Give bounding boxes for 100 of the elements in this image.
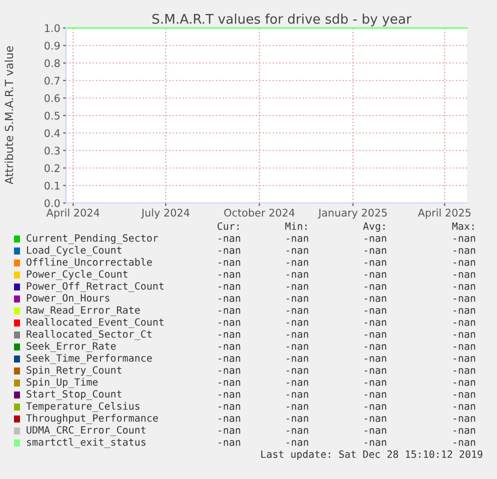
legend-label: Temperature_Celsius — [26, 402, 140, 412]
text: -nan — [364, 260, 386, 266]
text: Avg: — [363, 222, 385, 232]
text: -nan — [454, 404, 476, 410]
text: -nan — [218, 248, 240, 254]
text: -nan — [286, 260, 308, 266]
y-tick-label: 0.2 — [44, 164, 60, 172]
y-tick-label: 0.8 — [44, 59, 60, 68]
y-tick-label: 1.0 — [45, 24, 60, 32]
text: -nan — [454, 296, 476, 302]
text: -nan — [286, 404, 308, 410]
text: -nan — [218, 440, 240, 446]
legend-label: Raw_Read_Error_Rate — [26, 306, 140, 316]
text: -nan — [364, 440, 386, 446]
text: -nan — [286, 236, 308, 242]
text: -nan — [454, 284, 476, 290]
text: -nan — [286, 416, 308, 422]
text: -nan — [454, 392, 476, 398]
y-tick-label: 0.6 — [44, 94, 60, 102]
text: -nan — [454, 272, 476, 278]
text: -nan — [218, 344, 240, 350]
legend-label: Spin_Retry_Count — [26, 366, 122, 376]
text: -nan — [454, 260, 476, 266]
text: -nan — [454, 440, 476, 446]
text: -nan — [364, 272, 386, 278]
text: Min: — [285, 222, 307, 230]
text: -nan — [218, 368, 240, 374]
text: -nan — [286, 272, 308, 278]
text: -nan — [218, 308, 240, 314]
text: -nan — [286, 344, 308, 350]
legend-label: Reallocated_Event_Count — [26, 318, 164, 328]
legend-label: smartctl_exit_status — [27, 438, 146, 448]
text: -nan — [286, 308, 308, 314]
legend-label: Power_Cycle_Count — [26, 270, 128, 280]
y-tick-label: 0.0 — [44, 199, 60, 208]
text: -nan — [364, 236, 386, 242]
text: -nan — [364, 428, 386, 434]
y-tick-label: 0.5 — [44, 112, 60, 120]
y-tick-label: 0.9 — [44, 42, 60, 50]
legend-label: Seek_Error_Rate — [26, 342, 116, 352]
y-axis-title: Attribute S.M.A.R.T value — [4, 46, 14, 184]
text: -nan — [364, 320, 386, 326]
x-tick-label: October 2024 — [224, 208, 295, 217]
y-tick-label: 0.4 — [44, 129, 60, 138]
text: -nan — [286, 296, 308, 302]
text: -nan — [286, 440, 308, 446]
text: -nan — [454, 416, 476, 422]
text: -nan — [218, 416, 240, 422]
x-tick-label: April 2025 — [418, 208, 471, 219]
text: -nan — [364, 356, 386, 362]
text: -nan — [218, 428, 240, 434]
x-tick-label: July 2024 — [140, 208, 190, 219]
x-tick-label: April 2024 — [46, 208, 100, 219]
text: -nan — [454, 248, 476, 254]
legend-label: Spin_Up_Time — [26, 378, 98, 388]
text: -nan — [218, 320, 240, 326]
text: -nan — [218, 404, 240, 410]
text: -nan — [454, 428, 476, 434]
y-tick-label: 0.1 — [44, 182, 60, 190]
text: Last update: Sat Dec 28 15:10:12 2019 — [261, 450, 482, 460]
text: -nan — [454, 308, 476, 314]
legend-label: Throughput_Performance — [26, 414, 158, 424]
text: -nan — [286, 368, 308, 374]
text: -nan — [286, 380, 308, 386]
text: -nan — [218, 296, 240, 302]
text: -nan — [364, 404, 386, 410]
text: -nan — [364, 368, 386, 374]
legend-label: Offline_Uncorrectable — [26, 258, 152, 268]
text: -nan — [218, 392, 240, 398]
text: -nan — [364, 344, 386, 350]
text: -nan — [218, 272, 240, 278]
legend-label: Start_Stop_Count — [26, 390, 122, 400]
legend-label: Reallocated_Sector_Ct — [26, 330, 152, 340]
text: -nan — [286, 332, 308, 338]
text: -nan — [218, 284, 240, 290]
text: -nan — [286, 248, 308, 254]
text: -nan — [454, 368, 476, 374]
text: -nan — [364, 248, 386, 254]
chart-title: S.M.A.R.T values for drive sdb - by year — [152, 14, 412, 26]
legend-label: Seek_Time_Performance — [26, 354, 152, 364]
legend-label: Power_Off_Retract_Count — [26, 282, 164, 292]
text: -nan — [454, 332, 476, 338]
legend-label: UDMA_CRC_Error_Count — [26, 426, 146, 436]
text: -nan — [364, 416, 386, 422]
text: -nan — [364, 284, 386, 290]
text: -nan — [454, 344, 476, 350]
x-tick-label: January 2025 — [318, 208, 387, 219]
legend-label: Power_On_Hours — [26, 294, 110, 304]
text: -nan — [286, 284, 308, 290]
text: -nan — [286, 428, 308, 434]
text: -nan — [454, 320, 476, 326]
text: Max: — [452, 222, 474, 230]
text: -nan — [364, 332, 386, 338]
legend-label: Current_Pending_Sector — [26, 234, 158, 244]
text: -nan — [364, 392, 386, 398]
legend-label: Load_Cycle_Count — [27, 246, 122, 256]
text: -nan — [218, 260, 240, 266]
text: -nan — [286, 320, 308, 326]
text: -nan — [286, 356, 308, 362]
y-tick-label: 0.7 — [44, 76, 60, 85]
